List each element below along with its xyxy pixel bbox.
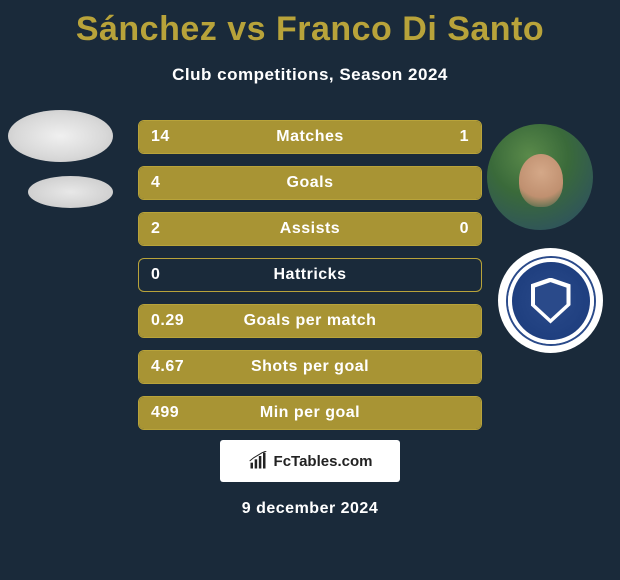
stat-row: 0.29Goals per match — [138, 304, 482, 338]
player-left-avatar-placeholder-1 — [8, 110, 113, 162]
stat-label: Shots per goal — [139, 351, 481, 383]
stat-row: 499Min per goal — [138, 396, 482, 430]
shield-icon — [531, 278, 571, 324]
player-right-club-badge — [498, 248, 603, 353]
chart-icon — [248, 451, 268, 471]
stat-row: 141Matches — [138, 120, 482, 154]
stat-label: Matches — [139, 121, 481, 153]
club-badge-inner — [508, 258, 594, 344]
watermark: FcTables.com — [220, 440, 400, 482]
stats-bars-container: 141Matches 4Goals 20Assists 0Hattricks 0.29G… — [138, 120, 482, 442]
stat-label: Assists — [139, 213, 481, 245]
watermark-text: FcTables.com — [274, 453, 373, 470]
stat-row: 4Goals — [138, 166, 482, 200]
stat-label: Goals per match — [139, 305, 481, 337]
stat-row: 4.67Shots per goal — [138, 350, 482, 384]
stat-label: Hattricks — [139, 259, 481, 291]
comparison-subtitle: Club competitions, Season 2024 — [0, 65, 620, 85]
comparison-date: 9 december 2024 — [0, 500, 620, 518]
player-left-avatar-placeholder-2 — [28, 176, 113, 208]
player-right-avatar — [487, 124, 593, 230]
stat-row: 0Hattricks — [138, 258, 482, 292]
comparison-title: Sánchez vs Franco Di Santo — [0, 0, 620, 49]
stat-label: Min per goal — [139, 397, 481, 429]
stat-row: 20Assists — [138, 212, 482, 246]
stat-label: Goals — [139, 167, 481, 199]
